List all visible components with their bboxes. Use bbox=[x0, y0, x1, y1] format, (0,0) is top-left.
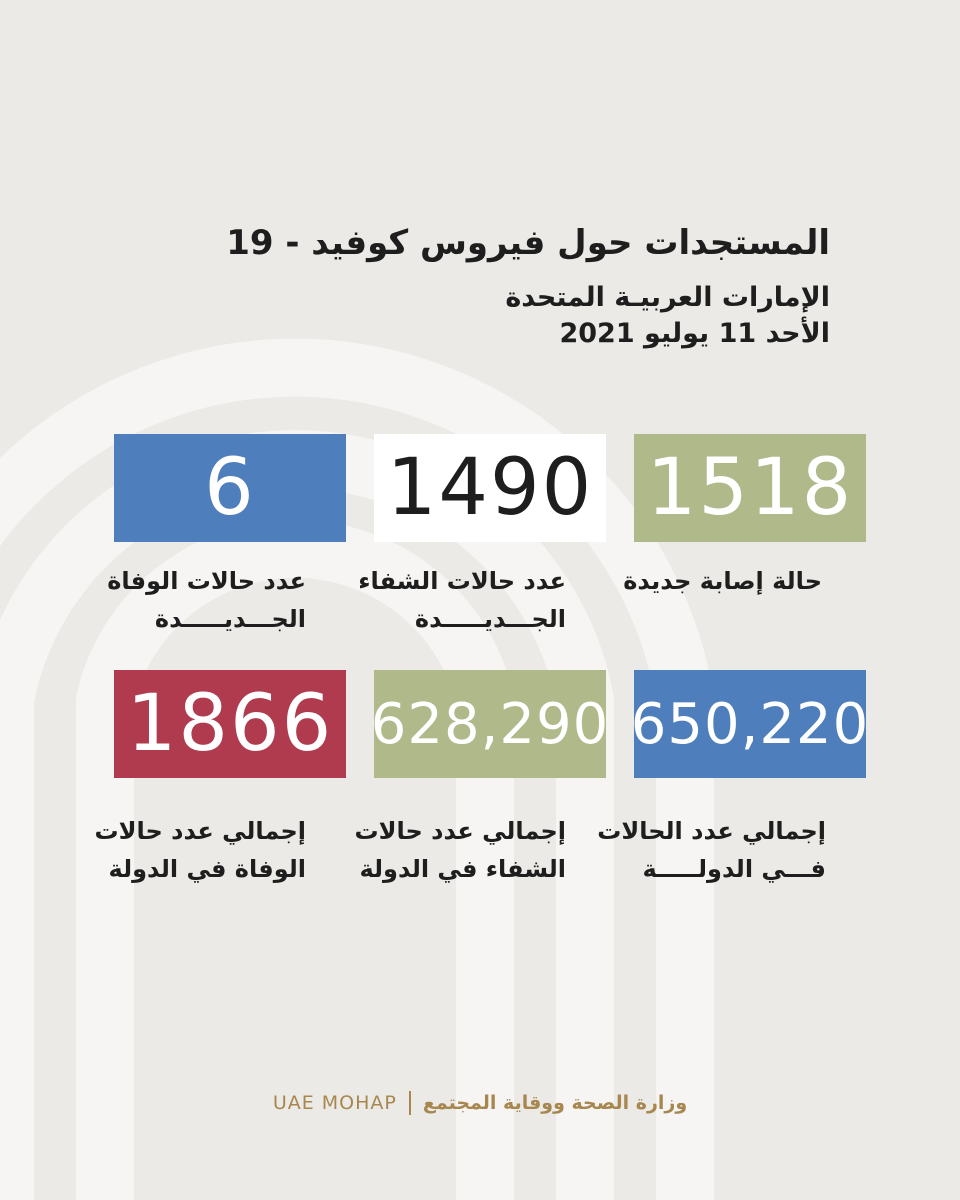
brand-divider bbox=[408, 1091, 411, 1115]
stat-box-new-deaths: 6 bbox=[114, 434, 346, 542]
stat-box-new-recoveries: 1490 bbox=[374, 434, 606, 542]
page-title: المستجدات حول فيروس كوفيد - 19 bbox=[226, 223, 830, 263]
brand-arabic: وزارة الصحة ووقاية المجتمع bbox=[422, 1092, 688, 1114]
footer-brand: UAE MOHAP وزارة الصحة ووقاية المجتمع bbox=[0, 1088, 960, 1118]
stat-box-total-recoveries: 628,290 bbox=[371, 670, 608, 778]
stat-box-total-deaths: 1866 bbox=[114, 670, 346, 778]
stat-label-new-cases: حالة إصابة جديدة bbox=[623, 567, 822, 595]
stat-value-new-cases: 1518 bbox=[646, 443, 854, 533]
stat-label-total-recoveries: إجمالي عدد حالات الشفاء في الدولة bbox=[354, 817, 567, 883]
brand-english: UAE MOHAP bbox=[272, 1092, 397, 1114]
stat-label-new-recoveries: عدد حالات الشفاء الجـــديـــــدة bbox=[358, 567, 566, 633]
country-name: الإمارات العربيـة المتحدة bbox=[505, 282, 830, 313]
report-date: الأحد 11 يوليو 2021 bbox=[559, 318, 830, 349]
stat-label-total-deaths: إجمالي عدد حالات الوفاة في الدولة bbox=[94, 817, 307, 883]
stat-value-new-recoveries: 1490 bbox=[386, 443, 594, 533]
stat-value-total-cases: 650,220 bbox=[630, 691, 870, 757]
stat-value-new-deaths: 6 bbox=[204, 443, 256, 533]
stat-value-total-deaths: 1866 bbox=[126, 679, 334, 769]
stat-label-total-cases: إجمالي عدد الحالات فـــي الدولـــــة bbox=[597, 817, 826, 883]
stat-box-total-cases: 650,220 bbox=[631, 670, 868, 778]
stat-box-new-cases: 1518 bbox=[634, 434, 866, 542]
header: المستجدات حول فيروس كوفيد - 19 الإمارات … bbox=[130, 222, 830, 352]
stat-value-total-recoveries: 628,290 bbox=[370, 691, 610, 757]
stat-label-new-deaths: عدد حالات الوفاة الجـــديـــــدة bbox=[107, 567, 306, 633]
